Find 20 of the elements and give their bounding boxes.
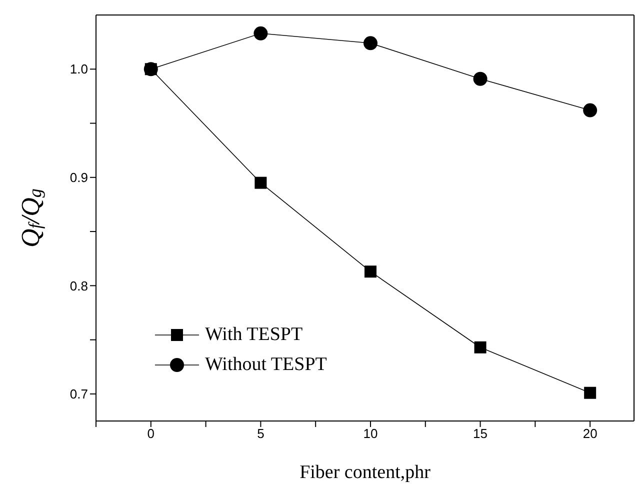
y-tick-label: 0.8 <box>70 278 88 294</box>
x-tick-label: 15 <box>473 426 488 442</box>
x-tick-label: 0 <box>147 426 155 442</box>
point <box>473 72 488 86</box>
y-tick-label: 0.7 <box>70 386 88 402</box>
x-tick-label: 20 <box>582 426 598 442</box>
x-tick-label: 5 <box>257 426 264 442</box>
point <box>584 386 596 399</box>
x-tick-label: 10 <box>363 426 378 442</box>
point <box>364 266 376 278</box>
point <box>254 26 268 40</box>
point <box>474 341 486 354</box>
legend-label: With TESPT <box>205 324 303 346</box>
point <box>583 103 598 118</box>
y-tick-label: 0.9 <box>70 170 88 186</box>
point <box>363 36 378 50</box>
legend-label: Without TESPT <box>205 354 327 376</box>
x-axis-title: Fiber content,phr <box>300 462 432 483</box>
y-tick-label: 1.0 <box>70 62 88 77</box>
point <box>254 176 267 189</box>
